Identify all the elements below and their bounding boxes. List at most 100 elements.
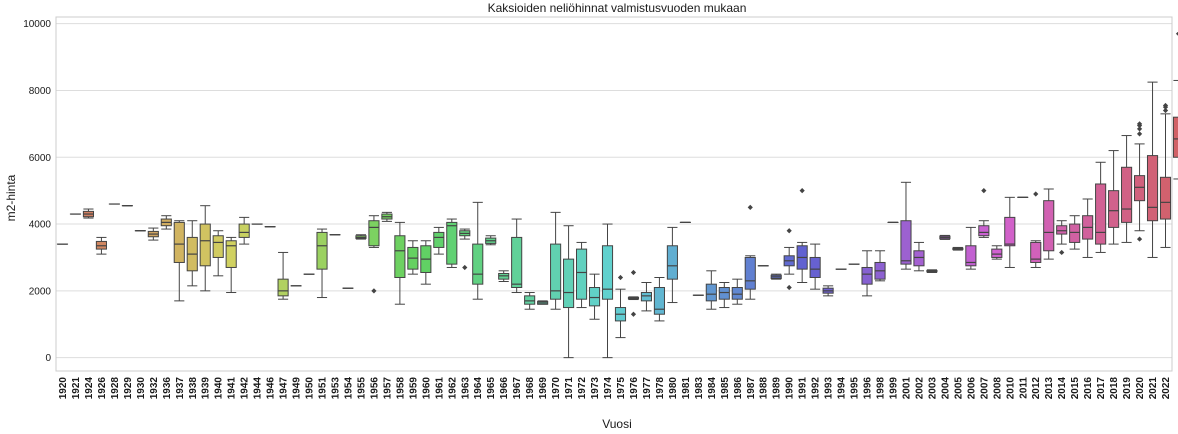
x-tick-label: 1972 — [577, 377, 588, 400]
x-tick-label: 2010 — [1005, 377, 1016, 400]
x-tick-label: 2004 — [940, 377, 951, 400]
y-tick-label: 2000 — [29, 286, 52, 297]
box — [601, 245, 614, 300]
plot-frame — [55, 16, 1173, 372]
outlier-point — [1136, 121, 1143, 127]
x-tick-label: 1961 — [434, 377, 445, 400]
x-tick-label: 1970 — [551, 377, 562, 400]
outlier-point — [371, 288, 377, 294]
x-tick-label: 1999 — [889, 377, 900, 400]
x-tick-label: 1929 — [123, 377, 134, 400]
box — [978, 225, 990, 237]
outlier-point — [1162, 107, 1169, 114]
x-tick-label: 1938 — [188, 377, 199, 400]
x-tick-label: 2012 — [1031, 377, 1042, 400]
x-tick-label: 1985 — [720, 377, 731, 400]
outlier-point — [1175, 31, 1178, 36]
x-tick-label: 2017 — [1096, 377, 1107, 400]
box — [575, 248, 588, 300]
x-tick-label: 1991 — [798, 377, 809, 400]
box — [511, 236, 523, 289]
x-tick-label: 1928 — [110, 377, 121, 400]
x-tick-label: 2021 — [1148, 377, 1159, 400]
x-tick-label: 1936 — [162, 377, 173, 400]
x-tick-label: 1963 — [460, 377, 471, 400]
box — [666, 245, 678, 280]
x-tick-label: 1969 — [538, 377, 549, 400]
y-tick-label: 10000 — [23, 19, 51, 30]
x-tick-label: 2018 — [1109, 377, 1120, 400]
x-tick-label: 2014 — [1057, 377, 1068, 400]
x-tick-label: 2016 — [1083, 377, 1094, 400]
x-tick-label: 2003 — [927, 377, 938, 400]
box — [1030, 241, 1042, 263]
box — [588, 287, 601, 307]
x-tick-label: 1946 — [266, 377, 277, 400]
x-tick-label: 1971 — [564, 377, 575, 400]
box — [212, 235, 224, 258]
x-tick-label: 1965 — [486, 377, 497, 400]
outlier-point — [747, 204, 753, 210]
x-tick-label: 1921 — [71, 377, 82, 400]
box — [524, 295, 536, 305]
box — [1133, 175, 1146, 202]
x-tick-label: 1986 — [733, 377, 744, 400]
box — [433, 231, 445, 248]
outlier-point — [799, 188, 805, 194]
x-tick-label: 1924 — [84, 377, 95, 400]
x-tick-label: 1990 — [785, 377, 796, 400]
box — [1159, 176, 1172, 220]
x-tick-label: 1966 — [499, 377, 510, 400]
x-tick-label: 1932 — [149, 377, 160, 400]
outlier-point — [617, 274, 624, 281]
box — [238, 223, 250, 238]
x-tick-label: 2019 — [1122, 377, 1133, 400]
x-tick-label: 1973 — [590, 377, 601, 400]
x-tick-label: 1992 — [811, 377, 822, 400]
box — [394, 235, 406, 278]
x-tick-label: 2005 — [953, 377, 964, 400]
x-tick-label: 1968 — [525, 377, 536, 400]
y-axis-title: m2-hinta — [4, 174, 18, 221]
x-tick-label: 2013 — [1044, 377, 1055, 400]
x-tick-label: 2006 — [966, 377, 977, 400]
box — [472, 243, 484, 285]
outlier-point — [1033, 191, 1039, 197]
box — [277, 278, 289, 297]
x-tick-label: 1994 — [837, 377, 848, 400]
box — [563, 258, 575, 309]
x-tick-label: 1947 — [279, 377, 290, 400]
chart-title: Kaksioiden neliöhinnat valmistusvuoden m… — [488, 1, 747, 15]
outlier-point — [630, 269, 637, 276]
x-tick-label: 2015 — [1070, 377, 1081, 400]
box — [1043, 200, 1055, 252]
x-tick-label: 1957 — [382, 377, 393, 400]
x-tick-label: 2007 — [979, 377, 990, 400]
box — [1172, 116, 1178, 158]
outlier-point — [786, 228, 792, 234]
outlier-point — [1136, 126, 1143, 132]
x-tick-label: 1988 — [759, 377, 770, 400]
box — [1121, 166, 1133, 223]
x-tick-label: 1987 — [746, 377, 757, 400]
box — [368, 220, 380, 247]
box — [991, 248, 1003, 258]
x-tick-label: 1941 — [227, 377, 238, 400]
y-tick-label: 0 — [45, 353, 51, 364]
box — [550, 243, 562, 300]
x-tick-label: 1956 — [369, 377, 380, 400]
x-tick-label: 1996 — [863, 377, 874, 400]
x-tick-label: 2001 — [901, 377, 912, 400]
box — [225, 240, 237, 268]
box — [809, 256, 821, 278]
box — [1056, 225, 1068, 235]
box-series — [56, 31, 1178, 359]
box — [173, 221, 185, 263]
x-tick-label: 1944 — [253, 377, 264, 400]
x-tick-label: 1960 — [421, 377, 432, 400]
x-tick-label: 1993 — [824, 377, 835, 400]
x-tick-label: 1937 — [175, 377, 186, 400]
y-gridlines — [56, 23, 1172, 359]
x-tick-label: 1984 — [707, 377, 718, 400]
y-axis-ticks: 0 2000 4000 6000 8000 10000 — [23, 19, 51, 364]
